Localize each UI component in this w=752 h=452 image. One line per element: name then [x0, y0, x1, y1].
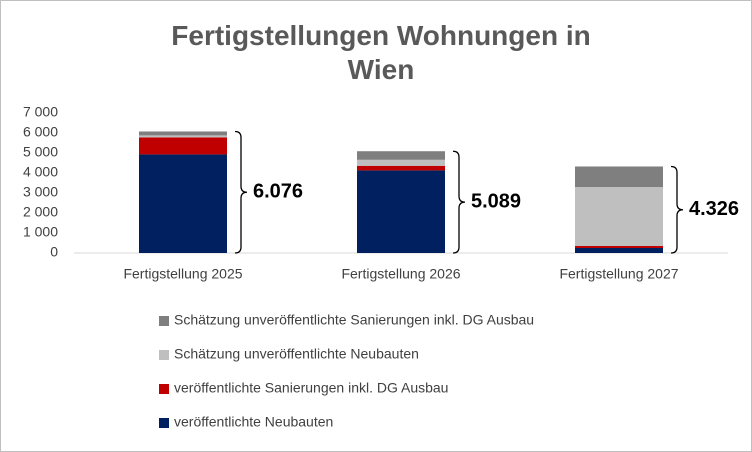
x-tick-label: Fertigstellung 2025 [123, 266, 242, 282]
y-tick-label: 1 000 [23, 224, 58, 240]
bar-segment [139, 137, 227, 155]
total-label: 4.326 [689, 198, 739, 220]
x-tick-label: Fertigstellung 2026 [341, 266, 460, 282]
x-tick-label: Fertigstellung 2027 [559, 266, 678, 282]
y-tick-label: 6 000 [23, 124, 58, 140]
legend-label: Schätzung unveröffentlichte Sanierungen … [174, 312, 534, 328]
legend-swatch [159, 384, 169, 394]
bar-segment [139, 131, 227, 136]
y-tick-label: 5 000 [23, 144, 58, 160]
bar-segment [139, 135, 227, 138]
y-tick-label: 0 [50, 244, 58, 260]
y-tick-label: 3 000 [23, 184, 58, 200]
bar-segment [575, 187, 663, 246]
total-label: 6.076 [253, 181, 303, 203]
bar-segment [575, 246, 663, 248]
bar-segment [575, 248, 663, 253]
legend-swatch [159, 418, 169, 428]
total-label: 5.089 [471, 190, 521, 212]
bar-segment [357, 159, 445, 166]
legend-label: Schätzung unveröffentlichte Neubauten [174, 346, 419, 362]
legend-label: veröffentlichte Sanierungen inkl. DG Aus… [174, 380, 448, 396]
legend-label: veröffentlichte Neubauten [174, 414, 333, 430]
y-tick-label: 4 000 [23, 164, 58, 180]
y-tick-label: 7 000 [23, 104, 58, 120]
bar-segment [357, 165, 445, 171]
bar-segment [357, 170, 445, 253]
total-brace [670, 165, 684, 254]
bar-segment [139, 154, 227, 253]
legend-swatch [159, 316, 169, 326]
chart-title: Fertigstellungen Wohnungen in Wien [171, 20, 591, 85]
total-brace [452, 150, 466, 254]
total-brace [234, 130, 248, 254]
bar-segment [357, 151, 445, 160]
y-tick-label: 2 000 [23, 204, 58, 220]
legend-swatch [159, 350, 169, 360]
bar-segment [575, 166, 663, 187]
